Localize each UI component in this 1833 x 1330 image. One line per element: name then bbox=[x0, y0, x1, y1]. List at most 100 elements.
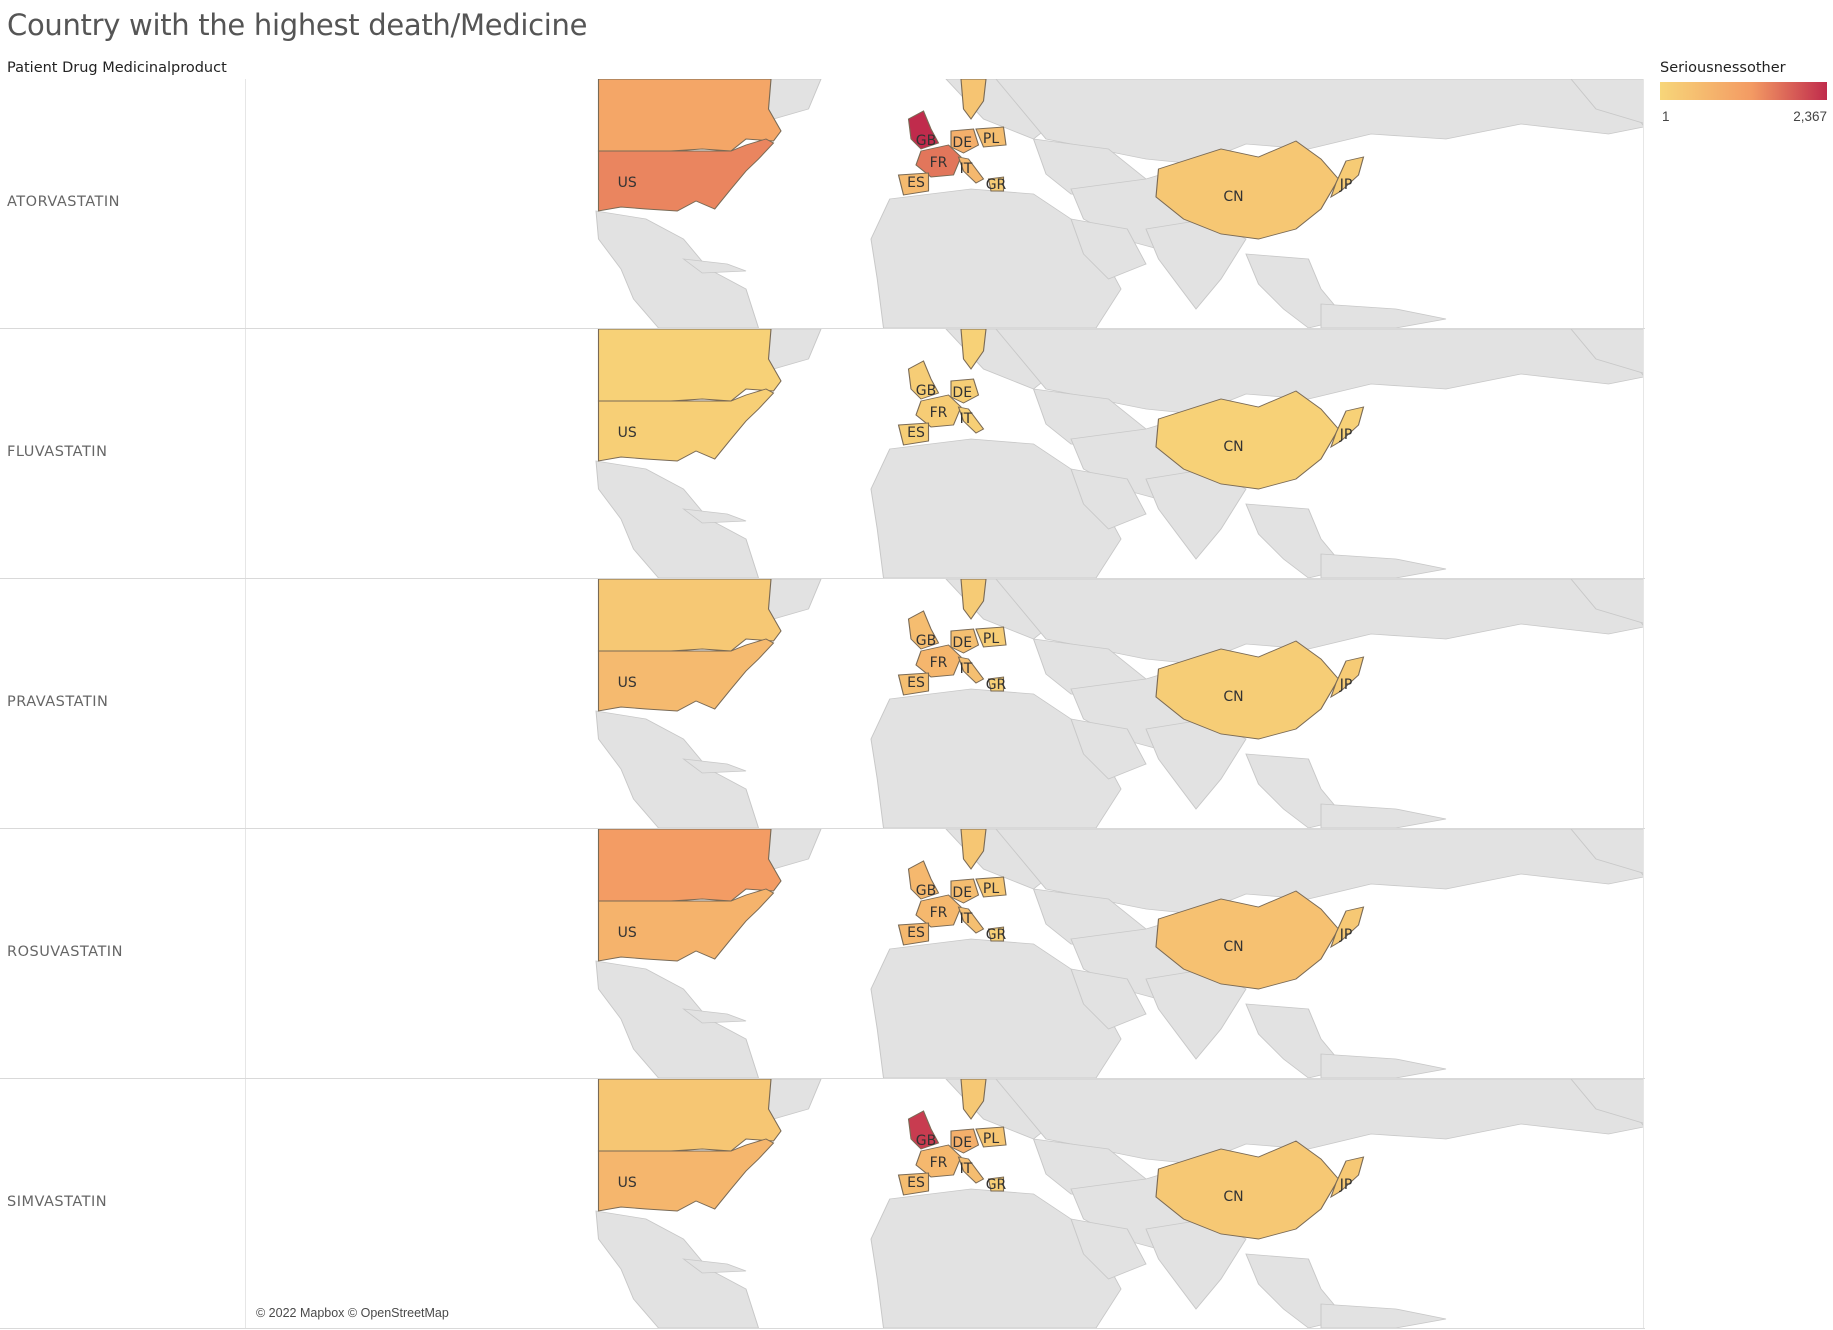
country-gb[interactable] bbox=[907, 1110, 940, 1150]
country-cn[interactable] bbox=[1155, 890, 1340, 990]
country-jp[interactable] bbox=[1329, 1156, 1365, 1199]
map-panel[interactable]: USCAGBFRDEPLITESGRCNJP bbox=[246, 829, 1644, 1078]
country-ca[interactable] bbox=[597, 79, 782, 152]
land-area bbox=[1070, 468, 1147, 530]
country-label-gr: GR bbox=[986, 677, 1007, 693]
country-se[interactable] bbox=[960, 79, 987, 120]
country-it[interactable] bbox=[957, 1156, 985, 1184]
country-label-es: ES bbox=[907, 675, 925, 691]
country-it[interactable] bbox=[957, 656, 985, 684]
land-area bbox=[870, 1188, 1122, 1328]
country-se[interactable] bbox=[960, 579, 987, 620]
country-fr[interactable] bbox=[915, 644, 962, 678]
country-gr[interactable] bbox=[987, 1176, 1005, 1192]
country-fr[interactable] bbox=[915, 144, 962, 178]
country-it[interactable] bbox=[957, 906, 985, 934]
country-jp[interactable] bbox=[1329, 406, 1365, 449]
country-de[interactable] bbox=[950, 378, 980, 404]
country-jp[interactable] bbox=[1329, 156, 1365, 199]
country-label-it: IT bbox=[960, 661, 973, 677]
country-label-fr: FR bbox=[930, 405, 948, 421]
country-es[interactable] bbox=[897, 672, 930, 696]
country-gr[interactable] bbox=[987, 926, 1005, 942]
country-fr[interactable] bbox=[915, 894, 962, 928]
country-gb[interactable] bbox=[907, 110, 940, 150]
country-se[interactable] bbox=[960, 1079, 987, 1120]
country-gb[interactable] bbox=[907, 860, 940, 900]
country-de[interactable] bbox=[950, 628, 980, 654]
country-label-us: US bbox=[618, 1175, 637, 1191]
country-ca[interactable] bbox=[597, 329, 782, 402]
color-legend[interactable]: Seriousnessother 1 2,367 bbox=[1660, 60, 1830, 127]
country-label-de: DE bbox=[952, 1135, 972, 1151]
country-label-fr: FR bbox=[930, 905, 948, 921]
country-gb[interactable] bbox=[907, 360, 940, 400]
country-us[interactable] bbox=[597, 138, 775, 212]
country-pl[interactable] bbox=[975, 126, 1007, 148]
country-label-us: US bbox=[618, 925, 637, 941]
country-label-it: IT bbox=[960, 1161, 973, 1177]
country-us[interactable] bbox=[597, 1138, 775, 1212]
country-ca[interactable] bbox=[597, 1079, 782, 1152]
country-label-gb: GB bbox=[916, 883, 936, 899]
row-label: ATORVASTATIN bbox=[7, 194, 120, 210]
country-gr[interactable] bbox=[987, 676, 1005, 692]
country-de[interactable] bbox=[950, 128, 980, 154]
country-se[interactable] bbox=[960, 329, 987, 370]
land-area bbox=[595, 960, 760, 1078]
facet-row-simvastatin: SIMVASTATINUSCAGBFRDEPLITESGRCNJP bbox=[0, 1079, 1645, 1329]
land-area bbox=[870, 188, 1122, 328]
country-label-de: DE bbox=[952, 635, 972, 651]
country-it[interactable] bbox=[957, 156, 985, 184]
country-pl[interactable] bbox=[975, 876, 1007, 898]
country-es[interactable] bbox=[897, 1172, 930, 1196]
land-area bbox=[1070, 218, 1147, 280]
country-us[interactable] bbox=[597, 388, 775, 462]
country-se[interactable] bbox=[960, 829, 987, 870]
country-ca[interactable] bbox=[597, 829, 782, 902]
country-gr[interactable] bbox=[987, 176, 1005, 192]
map-panel[interactable]: USCAGBFRDEPLITESGRCNJP bbox=[246, 79, 1644, 328]
map-panel[interactable]: USCAGBFRDEPLITESGRCNJP bbox=[246, 1079, 1644, 1328]
map-svg: USCAGBFRDEPLITESGRCNJP bbox=[595, 79, 1643, 328]
land-area bbox=[1320, 1053, 1447, 1078]
country-jp[interactable] bbox=[1329, 656, 1365, 699]
land-area bbox=[595, 710, 760, 828]
legend-max-label: 2,367 bbox=[1793, 109, 1827, 124]
map-panel[interactable]: USCAGBFRDEPLITESGRCNJP bbox=[246, 579, 1644, 828]
land-area bbox=[595, 1210, 760, 1328]
country-ca[interactable] bbox=[597, 579, 782, 652]
country-fr[interactable] bbox=[915, 1144, 962, 1178]
country-cn[interactable] bbox=[1155, 140, 1340, 240]
country-de[interactable] bbox=[950, 878, 980, 904]
facet-row-rosuvastatin: ROSUVASTATINUSCAGBFRDEPLITESGRCNJP bbox=[0, 829, 1645, 1079]
country-label-fr: FR bbox=[930, 655, 948, 671]
country-de[interactable] bbox=[950, 1128, 980, 1154]
country-jp[interactable] bbox=[1329, 906, 1365, 949]
country-cn[interactable] bbox=[1155, 640, 1340, 740]
country-cn[interactable] bbox=[1155, 1140, 1340, 1240]
country-fr[interactable] bbox=[915, 394, 962, 428]
country-cn[interactable] bbox=[1155, 390, 1340, 490]
country-label-es: ES bbox=[907, 425, 925, 441]
row-divider bbox=[245, 1079, 246, 1328]
country-label-pl: PL bbox=[983, 1131, 999, 1147]
country-pl[interactable] bbox=[975, 1126, 1007, 1148]
country-es[interactable] bbox=[897, 422, 930, 446]
country-es[interactable] bbox=[897, 172, 930, 196]
row-divider bbox=[245, 79, 246, 328]
country-us[interactable] bbox=[597, 888, 775, 962]
row-divider bbox=[245, 829, 246, 1078]
country-es[interactable] bbox=[897, 922, 930, 946]
map-panel[interactable]: USCAGBFRDEITESCNJP bbox=[246, 329, 1644, 578]
land-area bbox=[1570, 829, 1643, 874]
country-label-jp: JP bbox=[1339, 427, 1353, 443]
legend-title: Seriousnessother bbox=[1660, 60, 1786, 76]
country-us[interactable] bbox=[597, 638, 775, 712]
row-label: FLUVASTATIN bbox=[7, 444, 108, 460]
country-gb[interactable] bbox=[907, 610, 940, 650]
country-pl[interactable] bbox=[975, 626, 1007, 648]
country-it[interactable] bbox=[957, 406, 985, 434]
map-attribution[interactable]: © 2022 Mapbox © OpenStreetMap bbox=[254, 1306, 451, 1320]
land-area bbox=[681, 508, 747, 524]
